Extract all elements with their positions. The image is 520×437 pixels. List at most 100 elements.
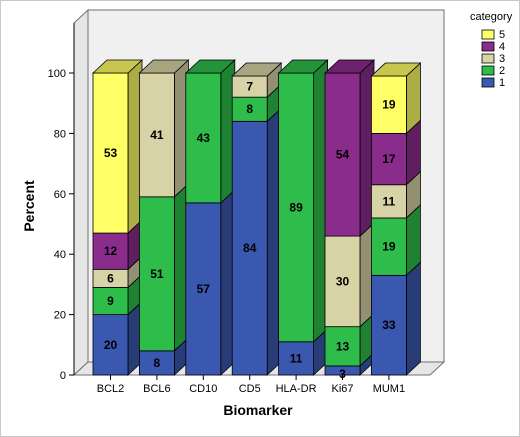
data-label: 12 (104, 244, 118, 258)
bar-front-face (370, 75, 407, 134)
data-label: 84 (243, 241, 257, 255)
bar-front-face (278, 72, 315, 343)
bar-front-face (324, 72, 361, 237)
data-label: 9 (107, 294, 114, 308)
legend-item: 1 (481, 77, 505, 89)
bar-front-face (92, 287, 129, 316)
y-axis: 0 20 40 60 80 100 (48, 23, 75, 382)
legend-label: 3 (499, 53, 505, 65)
bar-front-face (138, 350, 175, 376)
data-label: 6 (107, 271, 114, 285)
bar-segment: 6 (92, 255, 143, 289)
bar-segment: 11 (370, 170, 421, 219)
y-tick-label: 40 (54, 249, 66, 261)
data-label: 20 (104, 338, 118, 352)
bar-top-face (370, 62, 422, 77)
legend-label: 2 (499, 65, 505, 77)
bar-front-face (92, 232, 129, 270)
data-label: 53 (104, 146, 118, 160)
bar-segment: 43 (184, 59, 236, 204)
bars: 20 9 6 12 53 8 51 41 57 43 84 8 7 11 89 3 13 30 54 33 19 11 17… (91, 59, 422, 381)
bar-segment: 57 (185, 188, 236, 376)
bar-top-face (231, 62, 283, 77)
bar-top-face (184, 59, 236, 74)
bar-top-face (138, 59, 190, 74)
data-label: 17 (382, 152, 396, 166)
bar-cd5: 84 8 7 (231, 62, 283, 376)
data-label: 54 (336, 148, 350, 162)
legend-swatch (481, 53, 495, 64)
bar-segment: 33 (370, 261, 421, 376)
legend-label: 4 (499, 41, 505, 53)
bar-segment: 89 (277, 59, 329, 343)
y-tick-label: 60 (54, 189, 66, 201)
data-label: 19 (382, 240, 396, 254)
bar-segment: 8 (138, 336, 189, 376)
bar-mum1: 33 19 11 17 19 (370, 62, 422, 376)
data-label: 57 (197, 282, 211, 296)
x-tick-label: CD5 (239, 383, 261, 395)
x-axis-title: Biomarker (223, 402, 293, 418)
bar-ki67: 3 13 30 54 (323, 59, 376, 381)
data-label: 8 (246, 102, 253, 116)
bar-front-face (92, 314, 129, 376)
data-label: 30 (336, 274, 350, 288)
bar-front-face (370, 184, 407, 219)
legend-label: 5 (499, 29, 505, 41)
legend-item: 3 (481, 53, 505, 65)
y-tick-label: 20 (54, 310, 66, 322)
bar-segment: 53 (91, 59, 144, 234)
data-label: 3 (339, 367, 346, 381)
bar-top-face (91, 59, 144, 74)
x-tick-label: MUM1 (373, 383, 405, 395)
legend-title: category (470, 11, 513, 23)
data-label: 7 (246, 80, 253, 94)
data-label: 41 (150, 128, 164, 142)
bar-side-face (405, 261, 421, 376)
bar-segment: 19 (370, 204, 421, 277)
y-axis-title: Percent (21, 180, 37, 232)
bar-top-face (277, 59, 329, 74)
bar-front-face (138, 196, 175, 352)
bar-hla-dr: 11 89 (277, 59, 329, 376)
data-label: 51 (150, 267, 164, 281)
bar-segment: 12 (92, 219, 143, 271)
legend-swatch (481, 77, 495, 88)
legend-item: 5 (481, 29, 505, 41)
x-tick-label: BCL6 (143, 383, 171, 395)
bar-front-face (324, 326, 361, 367)
bar-front-face (138, 72, 175, 198)
bar-bcl6: 8 51 41 (138, 59, 190, 376)
bar-front-face (185, 202, 222, 376)
legend-label: 1 (499, 77, 505, 89)
bar-top-face (323, 59, 376, 74)
y-tick-label: 0 (60, 370, 66, 382)
bar-front-face (370, 132, 407, 186)
legend-item: 4 (481, 41, 505, 53)
bar-segment: 13 (324, 312, 375, 367)
y-tick-label: 100 (48, 68, 66, 80)
bar-bcl2: 20 9 6 12 53 (91, 59, 144, 376)
bar-front-face (185, 72, 222, 204)
bar-front-face (92, 72, 129, 234)
bar-segment: 17 (370, 119, 421, 186)
data-label: 19 (382, 98, 396, 112)
data-label: 13 (336, 339, 350, 353)
legend-item: 2 (481, 65, 505, 77)
data-label: 11 (383, 194, 396, 208)
data-label: 43 (197, 131, 211, 145)
x-tick-label: BCL2 (97, 383, 125, 395)
legend-swatch (481, 29, 495, 40)
legend-swatch (481, 65, 495, 76)
x-tick-label: CD10 (189, 383, 217, 395)
y-tick-label: 80 (54, 128, 66, 140)
bar-segment: 30 (324, 222, 375, 328)
legend-swatch (481, 41, 495, 52)
data-label: 89 (289, 200, 303, 214)
bar-segment: 7 (231, 62, 283, 99)
bar-segment: 41 (138, 59, 190, 198)
bar-segment: 54 (323, 59, 376, 237)
bar-segment: 84 (231, 107, 282, 376)
